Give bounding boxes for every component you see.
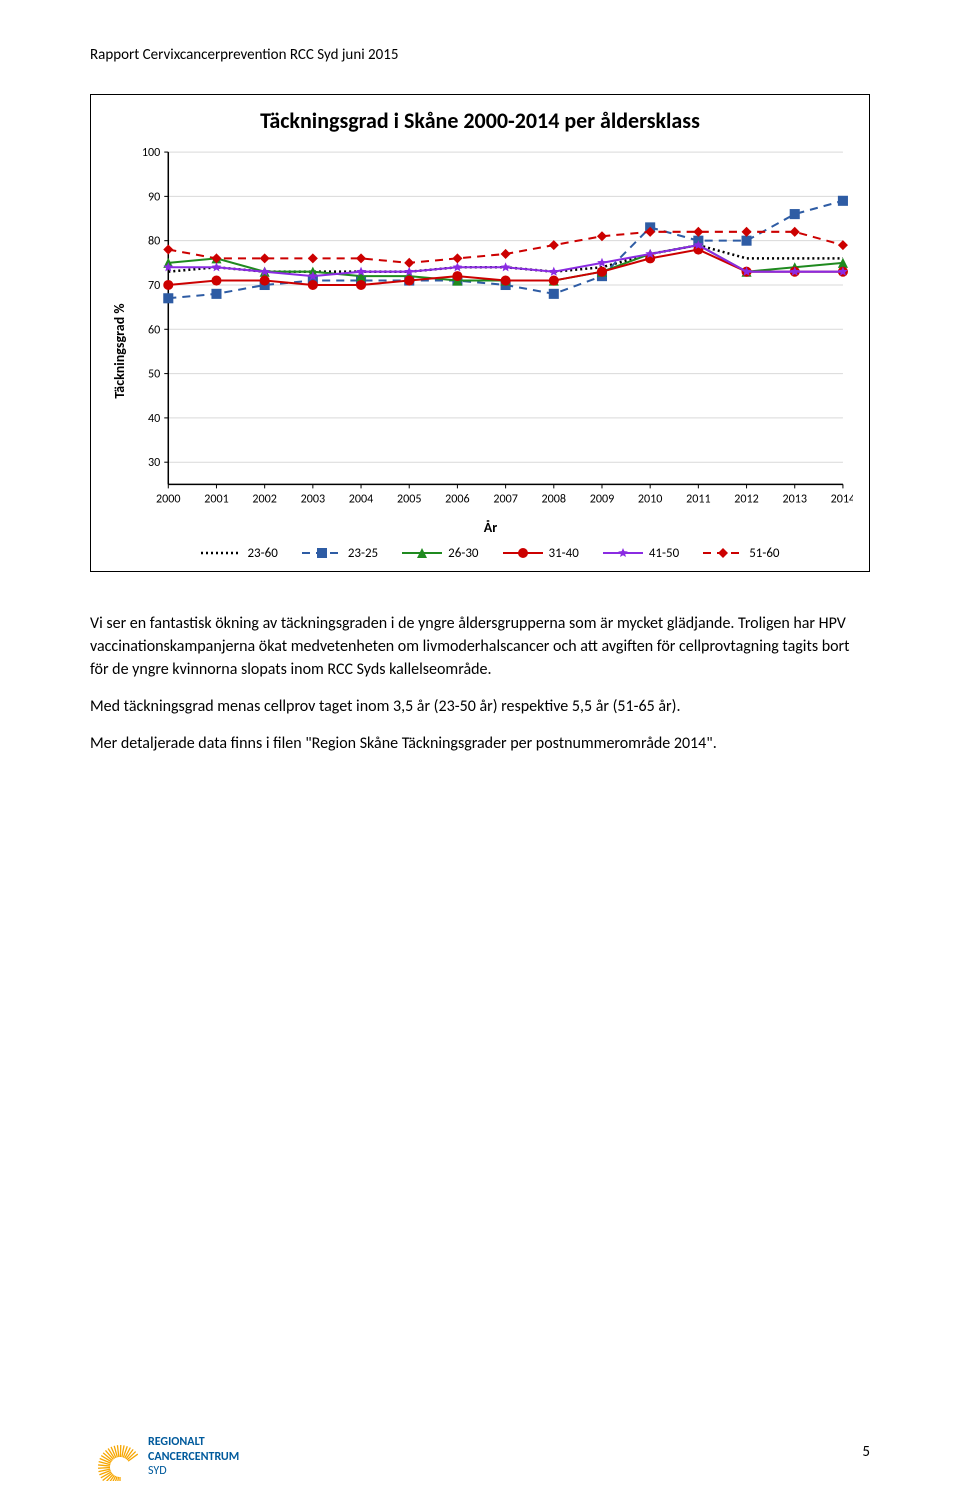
svg-text:2006: 2006 — [445, 491, 470, 506]
svg-text:80: 80 — [148, 234, 160, 249]
legend-label: 23-25 — [348, 546, 378, 561]
legend-item: 51-60 — [703, 546, 779, 561]
svg-text:70: 70 — [148, 278, 160, 293]
chart-container: Täckningsgrad i Skåne 2000-2014 per ålde… — [90, 94, 870, 572]
logo-line3: SYD — [148, 1464, 239, 1478]
svg-text:30: 30 — [148, 455, 160, 470]
legend-item: 26-30 — [402, 546, 478, 561]
sun-icon — [90, 1433, 138, 1481]
svg-text:40: 40 — [148, 411, 160, 426]
y-axis-label: Täckningsgrad % — [107, 142, 128, 561]
svg-text:90: 90 — [148, 189, 160, 204]
svg-text:2014: 2014 — [831, 491, 853, 506]
chart-plot: 30 40 50 60 70 80 90 100 2000 2001 2002 2003 2004 200… — [128, 142, 853, 515]
svg-text:2011: 2011 — [686, 491, 711, 506]
legend-label: 51-60 — [749, 546, 779, 561]
legend-label: 31-40 — [549, 546, 579, 561]
page-number: 5 — [862, 1443, 870, 1461]
legend-item: 41-50 — [603, 546, 679, 561]
legend-item: 31-40 — [503, 546, 579, 561]
legend-item: 23-60 — [201, 546, 277, 561]
body-text: Vi ser en fantastisk ökning av täcknings… — [90, 612, 870, 756]
logo-line1: REGIONALT — [148, 1435, 239, 1449]
svg-text:2005: 2005 — [397, 491, 422, 506]
svg-text:60: 60 — [148, 322, 160, 337]
svg-text:2012: 2012 — [734, 491, 759, 506]
logo-line2: CANCERCENTRUM — [148, 1450, 239, 1464]
svg-text:2008: 2008 — [542, 491, 567, 506]
svg-text:2007: 2007 — [493, 491, 518, 506]
paragraph: Vi ser en fantastisk ökning av täcknings… — [90, 612, 870, 682]
footer-logo: REGIONALT CANCERCENTRUM SYD — [90, 1433, 239, 1481]
svg-text:2001: 2001 — [204, 491, 229, 506]
paragraph: Med täckningsgrad menas cellprov taget i… — [90, 695, 870, 718]
logo-text: REGIONALT CANCERCENTRUM SYD — [148, 1435, 239, 1478]
document-header: Rapport Cervixcancerprevention RCC Syd j… — [90, 46, 870, 64]
svg-text:100: 100 — [142, 145, 160, 160]
svg-text:2004: 2004 — [349, 491, 374, 506]
legend-label: 23-60 — [247, 546, 277, 561]
svg-text:2003: 2003 — [301, 491, 326, 506]
legend-label: 41-50 — [649, 546, 679, 561]
svg-text:2000: 2000 — [156, 491, 181, 506]
svg-text:50: 50 — [148, 367, 160, 382]
svg-text:2010: 2010 — [638, 491, 663, 506]
x-axis-label: År — [128, 519, 853, 536]
paragraph: Mer detaljerade data finns i filen "Regi… — [90, 732, 870, 755]
chart-title: Täckningsgrad i Skåne 2000-2014 per ålde… — [107, 107, 853, 134]
svg-text:2009: 2009 — [590, 491, 615, 506]
svg-text:2013: 2013 — [782, 491, 807, 506]
legend-item: 23-25 — [302, 546, 378, 561]
svg-text:2002: 2002 — [252, 491, 277, 506]
chart-legend: 23-60 23-25 26-30 31-40 41-50 51-60 — [128, 546, 853, 561]
legend-label: 26-30 — [448, 546, 478, 561]
